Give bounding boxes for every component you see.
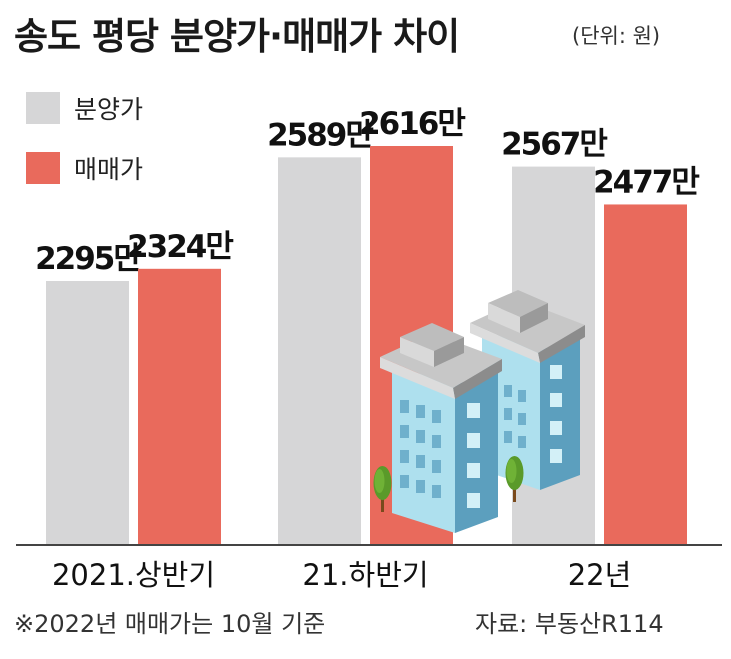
chart-title: 송도 평당 분양가·매매가 차이	[14, 15, 460, 58]
bar-presale-0	[46, 281, 129, 545]
bar-sale-2	[604, 204, 687, 545]
x-tick-label-0: 2021.상반기	[52, 558, 215, 592]
x-tick-label-1: 21.하반기	[302, 558, 428, 592]
legend-item-sale: 매매가	[26, 150, 143, 186]
data-label-presale-2: 2567만	[501, 127, 607, 163]
legend-swatch-presale	[26, 92, 60, 124]
apartment-buildings-icon	[373, 290, 585, 533]
tree-icon	[505, 456, 524, 502]
x-tick-label-2: 22년	[568, 558, 632, 592]
unit-label: (단위: 원)	[572, 24, 661, 48]
bar-presale-1	[278, 157, 361, 545]
legend-label-presale: 분양가	[74, 95, 144, 124]
source-label: 자료: 부동산R114	[475, 610, 664, 638]
tree-icon	[373, 466, 392, 512]
data-label-sale-2: 2477만	[593, 164, 699, 200]
data-label-sale-0: 2324만	[127, 229, 233, 265]
legend-label-sale: 매매가	[74, 155, 144, 184]
building-front	[380, 323, 502, 533]
data-label-presale-1: 2589만	[267, 117, 373, 153]
data-label-presale-0: 2295만	[35, 241, 141, 277]
legend-swatch-sale	[26, 152, 60, 184]
footnote: ※2022년 매매가는 10월 기준	[14, 610, 326, 638]
legend-item-presale: 분양가	[26, 90, 143, 126]
bar-sale-0	[138, 268, 221, 545]
data-label-sale-1: 2616만	[359, 106, 465, 142]
